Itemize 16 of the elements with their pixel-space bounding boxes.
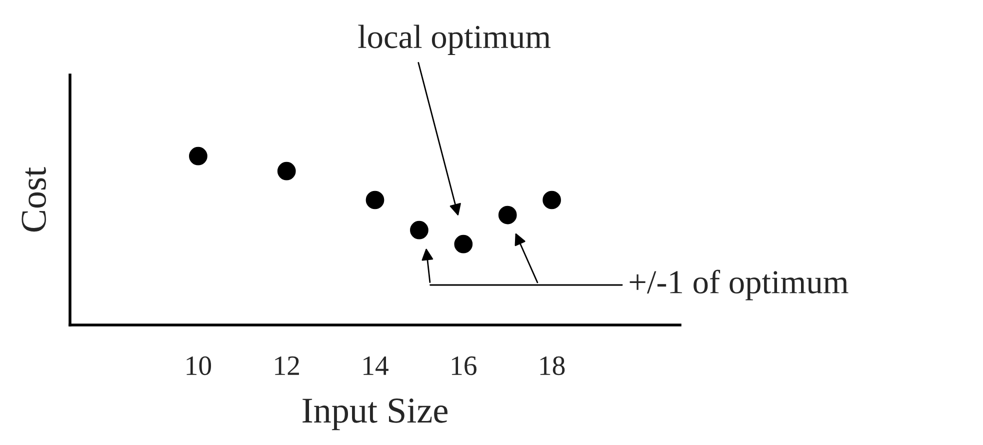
point: [454, 234, 473, 254]
x-tick-label: 14: [364, 356, 388, 375]
point: [542, 190, 561, 210]
point: [189, 146, 208, 166]
point: [410, 220, 428, 240]
point: [498, 206, 517, 224]
annotation: +/-1 of optimum: [630, 270, 848, 300]
x-tick-label: 12: [275, 356, 299, 375]
text: local optimum: [358, 24, 551, 55]
x-axis-title: Input Size: [302, 398, 448, 430]
x-tick-label: 16: [452, 356, 476, 376]
x-tick-label: 18: [540, 356, 565, 376]
y-axis-title: Cost: [22, 167, 46, 232]
x-tick-label: 10: [186, 356, 212, 376]
point: [366, 190, 384, 210]
point: [277, 162, 296, 180]
